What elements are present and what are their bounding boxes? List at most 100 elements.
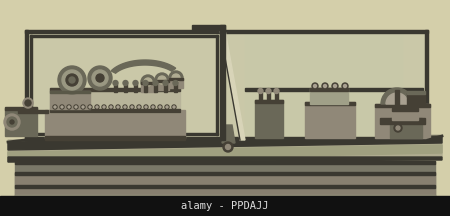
Circle shape xyxy=(173,106,175,108)
Bar xyxy=(375,104,430,107)
Bar xyxy=(407,93,425,105)
Polygon shape xyxy=(8,136,442,142)
Circle shape xyxy=(103,106,105,108)
Bar xyxy=(45,136,185,140)
Circle shape xyxy=(158,76,166,84)
Bar xyxy=(169,78,183,80)
Bar xyxy=(305,102,355,138)
Bar xyxy=(310,88,348,91)
Circle shape xyxy=(60,105,64,109)
Bar xyxy=(220,25,225,140)
Circle shape xyxy=(312,83,318,89)
Bar xyxy=(164,84,167,92)
Bar xyxy=(174,84,177,92)
Bar xyxy=(216,35,218,135)
Bar xyxy=(134,84,137,92)
Circle shape xyxy=(88,105,92,109)
Bar xyxy=(5,108,37,136)
Circle shape xyxy=(61,106,63,108)
Circle shape xyxy=(324,84,327,87)
Circle shape xyxy=(88,66,112,90)
Bar xyxy=(255,100,283,103)
Circle shape xyxy=(143,81,148,86)
Circle shape xyxy=(25,100,31,106)
Circle shape xyxy=(169,71,183,85)
Bar xyxy=(18,110,48,113)
Bar xyxy=(154,84,157,92)
Bar xyxy=(407,91,425,94)
Polygon shape xyxy=(8,145,442,162)
Circle shape xyxy=(10,120,14,124)
Bar xyxy=(25,137,428,140)
Bar xyxy=(390,118,422,138)
Circle shape xyxy=(274,89,279,94)
Bar xyxy=(124,84,127,92)
Bar xyxy=(0,196,450,216)
Circle shape xyxy=(53,105,57,109)
Polygon shape xyxy=(8,157,442,162)
Bar xyxy=(30,133,218,135)
Bar xyxy=(155,80,169,90)
Bar xyxy=(380,118,425,124)
Bar xyxy=(25,30,428,140)
Bar xyxy=(15,161,435,196)
Circle shape xyxy=(144,105,148,109)
Circle shape xyxy=(314,84,316,87)
Circle shape xyxy=(81,105,85,109)
Circle shape xyxy=(343,84,346,87)
Circle shape xyxy=(396,126,400,130)
Wedge shape xyxy=(386,93,408,104)
Bar xyxy=(15,195,435,198)
Circle shape xyxy=(159,106,161,108)
Bar xyxy=(45,110,185,138)
Bar xyxy=(275,92,278,102)
Circle shape xyxy=(158,105,162,109)
Bar xyxy=(50,109,180,112)
Bar xyxy=(25,30,28,140)
Bar xyxy=(50,91,90,93)
Circle shape xyxy=(82,106,84,108)
Circle shape xyxy=(102,105,106,109)
Circle shape xyxy=(67,105,71,109)
Polygon shape xyxy=(111,60,176,73)
Circle shape xyxy=(133,81,138,86)
Text: alamy - PPDAJJ: alamy - PPDAJJ xyxy=(181,201,269,211)
Circle shape xyxy=(166,106,168,108)
Circle shape xyxy=(137,105,141,109)
Bar xyxy=(259,92,262,102)
Circle shape xyxy=(123,81,128,86)
Bar xyxy=(28,33,425,137)
Circle shape xyxy=(131,106,133,108)
Circle shape xyxy=(172,74,180,82)
Circle shape xyxy=(342,83,348,89)
Circle shape xyxy=(123,105,127,109)
Circle shape xyxy=(173,81,178,86)
Circle shape xyxy=(62,70,82,90)
Bar xyxy=(192,25,225,30)
Circle shape xyxy=(165,105,169,109)
Circle shape xyxy=(258,89,263,94)
Circle shape xyxy=(266,89,271,94)
Circle shape xyxy=(394,124,402,132)
Bar xyxy=(50,88,180,112)
Polygon shape xyxy=(8,135,442,161)
Circle shape xyxy=(54,106,56,108)
Circle shape xyxy=(23,98,33,108)
Circle shape xyxy=(116,105,120,109)
Circle shape xyxy=(155,73,169,87)
Bar xyxy=(15,161,435,164)
Circle shape xyxy=(95,105,99,109)
Circle shape xyxy=(172,105,176,109)
Circle shape xyxy=(153,81,158,86)
Bar xyxy=(30,35,32,135)
Bar xyxy=(395,90,399,106)
Bar xyxy=(15,172,435,175)
Wedge shape xyxy=(381,88,413,104)
Polygon shape xyxy=(8,136,442,150)
Circle shape xyxy=(138,106,140,108)
Circle shape xyxy=(109,105,113,109)
Circle shape xyxy=(96,106,98,108)
Circle shape xyxy=(89,106,91,108)
Circle shape xyxy=(75,106,77,108)
Circle shape xyxy=(66,74,78,86)
